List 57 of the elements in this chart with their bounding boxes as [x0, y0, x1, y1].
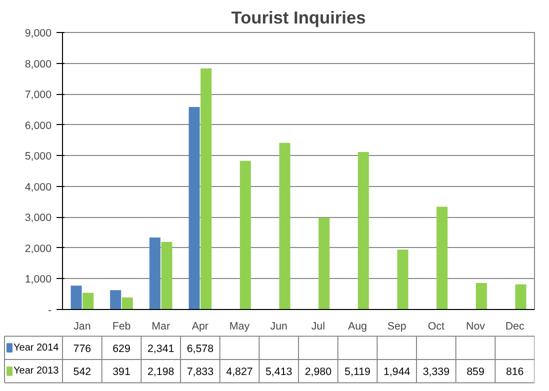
data-label: 859 [466, 366, 484, 378]
x-tick-label: Apr [192, 320, 209, 332]
x-tick-label: Jan [74, 320, 91, 332]
x-tick-label: Jun [270, 320, 288, 332]
y-tick-label: 8,000 [24, 58, 52, 70]
data-label: 629 [112, 342, 130, 355]
data-label: 6,578 [186, 342, 214, 355]
x-tick-label: Nov [466, 320, 486, 332]
bar [436, 206, 448, 310]
y-tick-label: 7,000 [24, 89, 52, 102]
data-label: 7,833 [186, 366, 214, 378]
data-label: 3,339 [422, 366, 450, 378]
bar [82, 292, 94, 310]
bar [188, 107, 200, 310]
x-tick-label: Jul [311, 320, 325, 332]
y-tick-label: - [48, 304, 52, 316]
x-tick-label: Sep [387, 320, 406, 332]
data-label: 391 [112, 366, 130, 378]
chart-title: Tourist Inquiries [231, 8, 366, 28]
y-tick-label: 5,000 [24, 150, 52, 163]
data-label: 4,827 [226, 366, 253, 378]
bar [279, 142, 290, 310]
x-tick-label: May [229, 320, 250, 332]
x-tick-label: Oct [428, 320, 444, 332]
bar [70, 286, 82, 310]
data-label: 1,944 [384, 366, 410, 378]
y-tick-label: 4,000 [24, 181, 52, 194]
legend-label: Year 2014 [14, 342, 60, 354]
x-tick-label: Mar [152, 320, 170, 332]
y-tick-label: 3,000 [24, 212, 52, 224]
x-tick-label: Feb [112, 320, 131, 332]
data-label: 5,413 [266, 366, 292, 378]
y-tick-label: 2,000 [24, 242, 52, 255]
bar [161, 242, 172, 310]
bar [397, 250, 408, 310]
bar [318, 218, 330, 310]
data-label: 2,980 [304, 366, 332, 378]
y-tick-label: 1,000 [24, 274, 52, 286]
data-label: 2,198 [148, 366, 174, 378]
data-label: 5,119 [344, 366, 371, 378]
y-tick-label: 9,000 [24, 28, 52, 40]
data-label: 776 [73, 342, 92, 355]
bar [358, 152, 369, 310]
data-label: 2,341 [148, 342, 174, 355]
bar [240, 160, 251, 310]
bar [122, 297, 133, 310]
bar [515, 284, 526, 310]
legend-label: Year 2013 [14, 366, 60, 377]
x-tick-label: Dec [505, 320, 525, 332]
data-label: 816 [506, 366, 524, 378]
x-tick-label: Aug [348, 320, 368, 332]
bar [476, 283, 487, 310]
bar [200, 68, 212, 310]
data-label: 542 [73, 366, 92, 378]
bar [110, 290, 122, 310]
y-tick-label: 6,000 [24, 120, 52, 132]
bar [149, 237, 160, 310]
